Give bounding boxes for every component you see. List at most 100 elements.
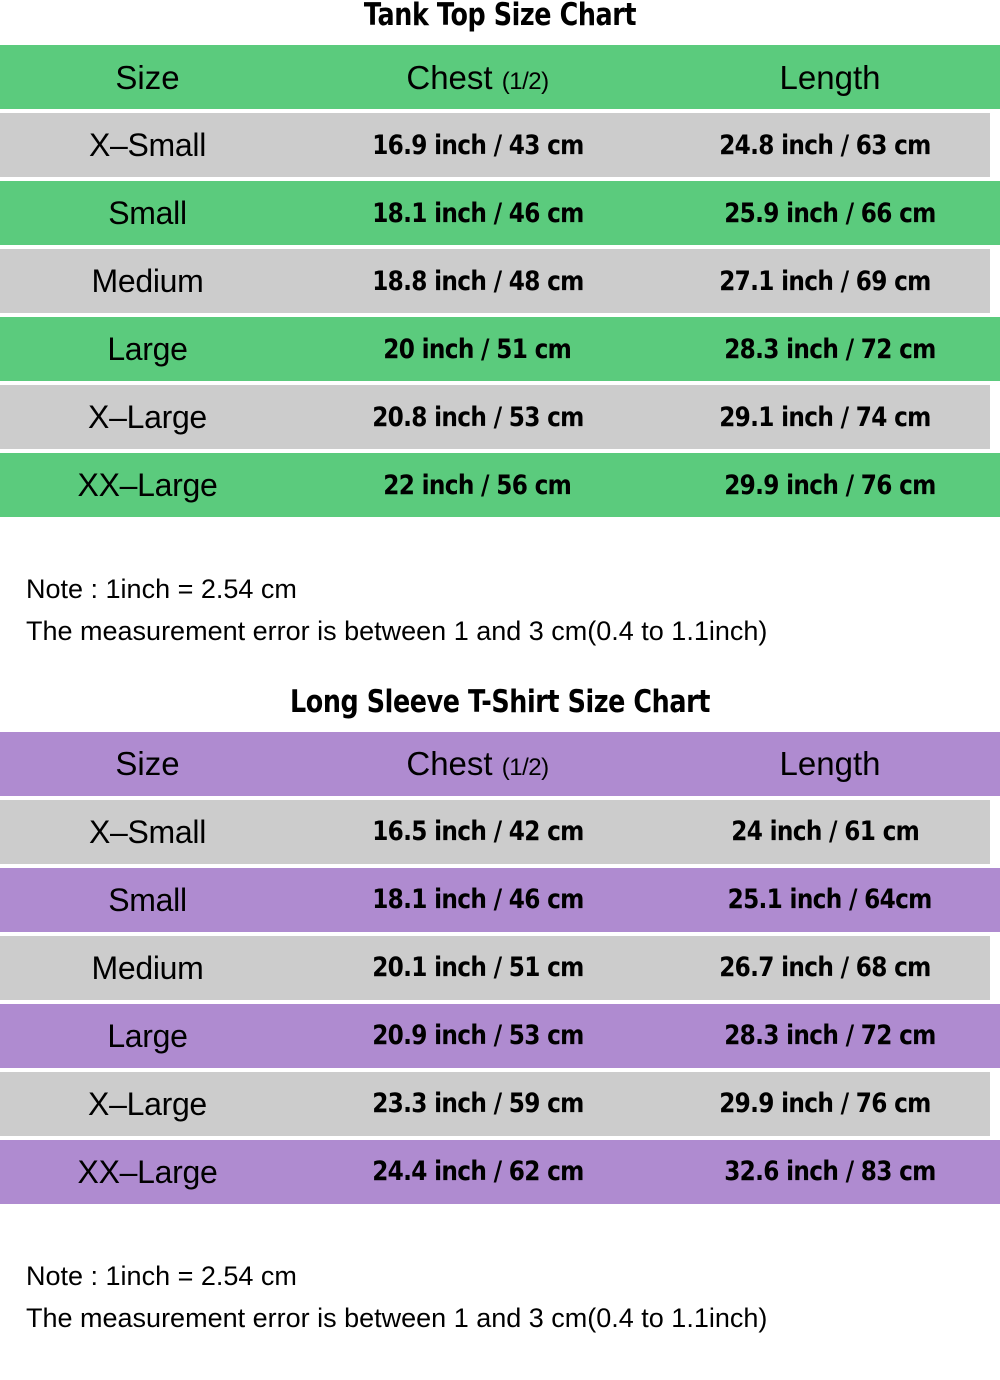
long-sleeve-notes: Note : 1inch = 2.54 cm The measurement e… <box>0 1256 1000 1340</box>
tank-top-chart-title: Tank Top Size Chart <box>363 0 637 33</box>
table-row: Medium 20.1 inch / 51 cm 26.7 inch / 68 … <box>0 935 1000 1000</box>
header-cell-length: Length <box>660 45 1000 109</box>
cell-length-value: 28.3 inch / 72 cm <box>724 333 936 365</box>
header-label-chest: Chest <box>406 58 493 96</box>
cell-chest-value: 18.8 inch / 48 cm <box>371 265 584 297</box>
cell-length-value: 25.1 inch / 64cm <box>727 884 933 916</box>
cell-chest-value: 20.8 inch / 53 cm <box>371 401 584 433</box>
table-row: X–Large 20.8 inch / 53 cm 29.1 inch / 74… <box>0 385 1000 449</box>
header-label-chest-qualifier: (1/2) <box>501 754 549 782</box>
header-label-size: Size <box>115 745 180 783</box>
header-label-chest: Chest <box>406 745 493 783</box>
cell-chest: 16.9 inch / 43 cm <box>295 113 660 177</box>
cell-chest: 23.3 inch / 59 cm <box>295 1071 660 1136</box>
cell-length: 26.7 inch / 68 cm <box>660 935 1000 1000</box>
header-cell-size: Size <box>0 45 295 109</box>
cell-chest: 16.5 inch / 42 cm <box>295 799 660 864</box>
note-line: The measurement error is between 1 and 3… <box>26 1302 768 1333</box>
cell-length-value: 27.1 inch / 69 cm <box>719 265 931 297</box>
cell-length-value: 28.3 inch / 72 cm <box>724 1020 936 1052</box>
cell-length-value: 32.6 inch / 83 cm <box>724 1156 936 1188</box>
cell-chest: 22 inch / 56 cm <box>295 453 660 517</box>
note-line: Note : 1inch = 2.54 cm <box>26 1260 297 1291</box>
header-cell-chest: Chest (1/2) <box>295 45 660 109</box>
header-cell-length: Length <box>660 731 1000 796</box>
cell-chest-value: 16.9 inch / 43 cm <box>371 129 584 161</box>
cell-chest-value: 20 inch / 51 cm <box>383 333 573 365</box>
cell-size: XX–Large <box>0 453 295 517</box>
table-header-row: Size Chest (1/2) Length <box>0 45 1000 109</box>
cell-length-value: 25.9 inch / 66 cm <box>724 197 936 229</box>
header-cell-chest: Chest (1/2) <box>295 731 660 796</box>
cell-length: 29.9 inch / 76 cm <box>660 1071 1000 1136</box>
tank-top-chart-block: Tank Top Size Chart Size Chest (1/2) Len… <box>0 0 1000 653</box>
cell-chest: 18.1 inch / 46 cm <box>295 181 660 245</box>
table-row: Large 20 inch / 51 cm 28.3 inch / 72 cm <box>0 317 1000 381</box>
cell-chest-value: 16.5 inch / 42 cm <box>371 816 584 848</box>
table-row: Small 18.1 inch / 46 cm 25.1 inch / 64cm <box>0 867 1000 932</box>
cell-length: 29.1 inch / 74 cm <box>660 385 1000 449</box>
cell-length-value: 24 inch / 61 cm <box>731 816 920 848</box>
cell-chest: 20.1 inch / 51 cm <box>295 935 660 1000</box>
cell-length: 25.9 inch / 66 cm <box>660 181 1000 245</box>
table-row: Small 18.1 inch / 46 cm 25.9 inch / 66 c… <box>0 181 1000 245</box>
cell-length: 28.3 inch / 72 cm <box>660 1003 1000 1068</box>
note-line: The measurement error is between 1 and 3… <box>26 615 768 646</box>
table-row: Medium 18.8 inch / 48 cm 27.1 inch / 69 … <box>0 249 1000 313</box>
cell-size: Medium <box>0 249 295 313</box>
table-row: Large 20.9 inch / 53 cm 28.3 inch / 72 c… <box>0 1003 1000 1068</box>
header-label-size: Size <box>115 58 180 96</box>
cell-chest-value: 24.4 inch / 62 cm <box>371 1156 584 1188</box>
cell-length: 32.6 inch / 83 cm <box>660 1139 1000 1204</box>
cell-chest: 20.8 inch / 53 cm <box>295 385 660 449</box>
cell-length-value: 29.9 inch / 76 cm <box>719 1088 931 1120</box>
cell-length-value: 29.9 inch / 76 cm <box>724 469 936 501</box>
header-label-length: Length <box>779 745 881 783</box>
tank-top-notes: Note : 1inch = 2.54 cm The measurement e… <box>0 569 1000 653</box>
cell-length-value: 29.1 inch / 74 cm <box>719 401 931 433</box>
long-sleeve-size-table: Size Chest (1/2) Length X–Small 16.5 inc… <box>0 728 1000 1208</box>
table-row: X–Small 16.9 inch / 43 cm 24.8 inch / 63… <box>0 113 1000 177</box>
cell-chest-value: 18.1 inch / 46 cm <box>371 884 584 916</box>
cell-size: Small <box>0 181 295 245</box>
cell-chest-value: 22 inch / 56 cm <box>383 469 573 501</box>
cell-chest-value: 18.1 inch / 46 cm <box>371 197 584 229</box>
cell-size: Medium <box>0 935 295 1000</box>
cell-chest: 20.9 inch / 53 cm <box>295 1003 660 1068</box>
table-row: X–Large 23.3 inch / 59 cm 29.9 inch / 76… <box>0 1071 1000 1136</box>
note-line: Note : 1inch = 2.54 cm <box>26 574 297 604</box>
tank-top-size-table: Size Chest (1/2) Length X–Small 16.9 inc… <box>0 41 1000 521</box>
cell-size: X–Large <box>0 385 295 449</box>
cell-length: 29.9 inch / 76 cm <box>660 453 1000 517</box>
cell-length: 25.1 inch / 64cm <box>660 867 1000 932</box>
long-sleeve-chart-title: Long Sleeve T-Shirt Size Chart <box>290 683 710 720</box>
cell-size: Small <box>0 867 295 932</box>
cell-length: 24 inch / 61 cm <box>660 799 1000 864</box>
table-row: XX–Large 22 inch / 56 cm 29.9 inch / 76 … <box>0 453 1000 517</box>
table-header-row: Size Chest (1/2) Length <box>0 731 1000 796</box>
cell-size: X–Large <box>0 1071 295 1136</box>
cell-size: X–Small <box>0 113 295 177</box>
cell-size: Large <box>0 1003 295 1068</box>
cell-length: 24.8 inch / 63 cm <box>660 113 1000 177</box>
cell-length: 28.3 inch / 72 cm <box>660 317 1000 381</box>
long-sleeve-chart-block: Long Sleeve T-Shirt Size Chart Size Ches… <box>0 683 1000 1340</box>
cell-size: XX–Large <box>0 1139 295 1204</box>
table-row: X–Small 16.5 inch / 42 cm 24 inch / 61 c… <box>0 799 1000 864</box>
cell-chest-value: 20.9 inch / 53 cm <box>371 1020 584 1052</box>
header-cell-size: Size <box>0 731 295 796</box>
cell-chest: 20 inch / 51 cm <box>295 317 660 381</box>
cell-chest-value: 20.1 inch / 51 cm <box>371 952 584 984</box>
table-row: XX–Large 24.4 inch / 62 cm 32.6 inch / 8… <box>0 1139 1000 1204</box>
cell-length-value: 26.7 inch / 68 cm <box>719 952 931 984</box>
header-label-chest-qualifier: (1/2) <box>501 67 549 95</box>
cell-chest: 24.4 inch / 62 cm <box>295 1139 660 1204</box>
cell-length: 27.1 inch / 69 cm <box>660 249 1000 313</box>
header-label-length: Length <box>779 58 881 96</box>
cell-chest: 18.1 inch / 46 cm <box>295 867 660 932</box>
cell-chest: 18.8 inch / 48 cm <box>295 249 660 313</box>
cell-chest-value: 23.3 inch / 59 cm <box>371 1088 584 1120</box>
cell-size: Large <box>0 317 295 381</box>
cell-size: X–Small <box>0 799 295 864</box>
